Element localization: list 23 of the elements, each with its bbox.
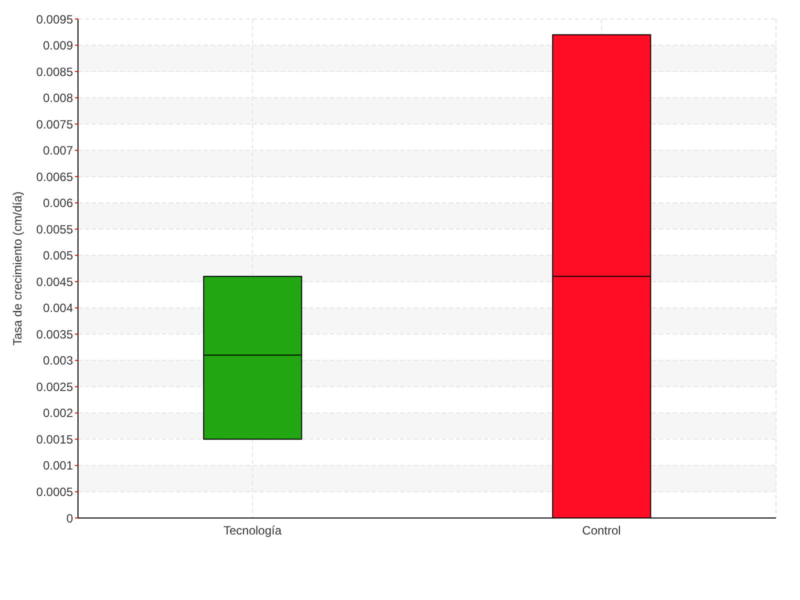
- y-tick-label: 0.0095: [36, 12, 74, 26]
- y-tick-label: 0.006: [42, 196, 74, 210]
- y-tick-label: 0: [66, 511, 74, 526]
- y-tick-label: 0.004: [42, 301, 74, 316]
- y-tick-label: 0.0055: [36, 222, 74, 236]
- y-tick-label: 0.0035: [36, 327, 74, 342]
- y-tick-label: 0.0005: [36, 484, 74, 499]
- x-tick-label: Tecnología: [223, 524, 282, 538]
- y-tick-label: 0.0065: [36, 170, 74, 184]
- y-tick-label: 0.002: [42, 406, 74, 420]
- y-tick-label: 0.003: [42, 354, 74, 368]
- y-tick-label: 0.009: [42, 38, 74, 53]
- y-tick-label: 0.0085: [36, 64, 74, 79]
- y-tick-label: 0.0045: [36, 274, 74, 289]
- y-tick-label: 0.007: [42, 144, 74, 158]
- y-tick-label: 0.0025: [36, 380, 74, 394]
- y-axis-title: Tasa de crecimiento (cm/día): [10, 191, 24, 346]
- y-tick-label: 0.0015: [36, 432, 74, 446]
- y-tick-label: 0.005: [42, 248, 74, 263]
- y-tick-label: 0.0075: [36, 117, 74, 132]
- y-tick-label: 0.001: [42, 458, 74, 473]
- y-tick-label: 0.008: [42, 91, 74, 106]
- x-tick-label: Control: [582, 524, 621, 538]
